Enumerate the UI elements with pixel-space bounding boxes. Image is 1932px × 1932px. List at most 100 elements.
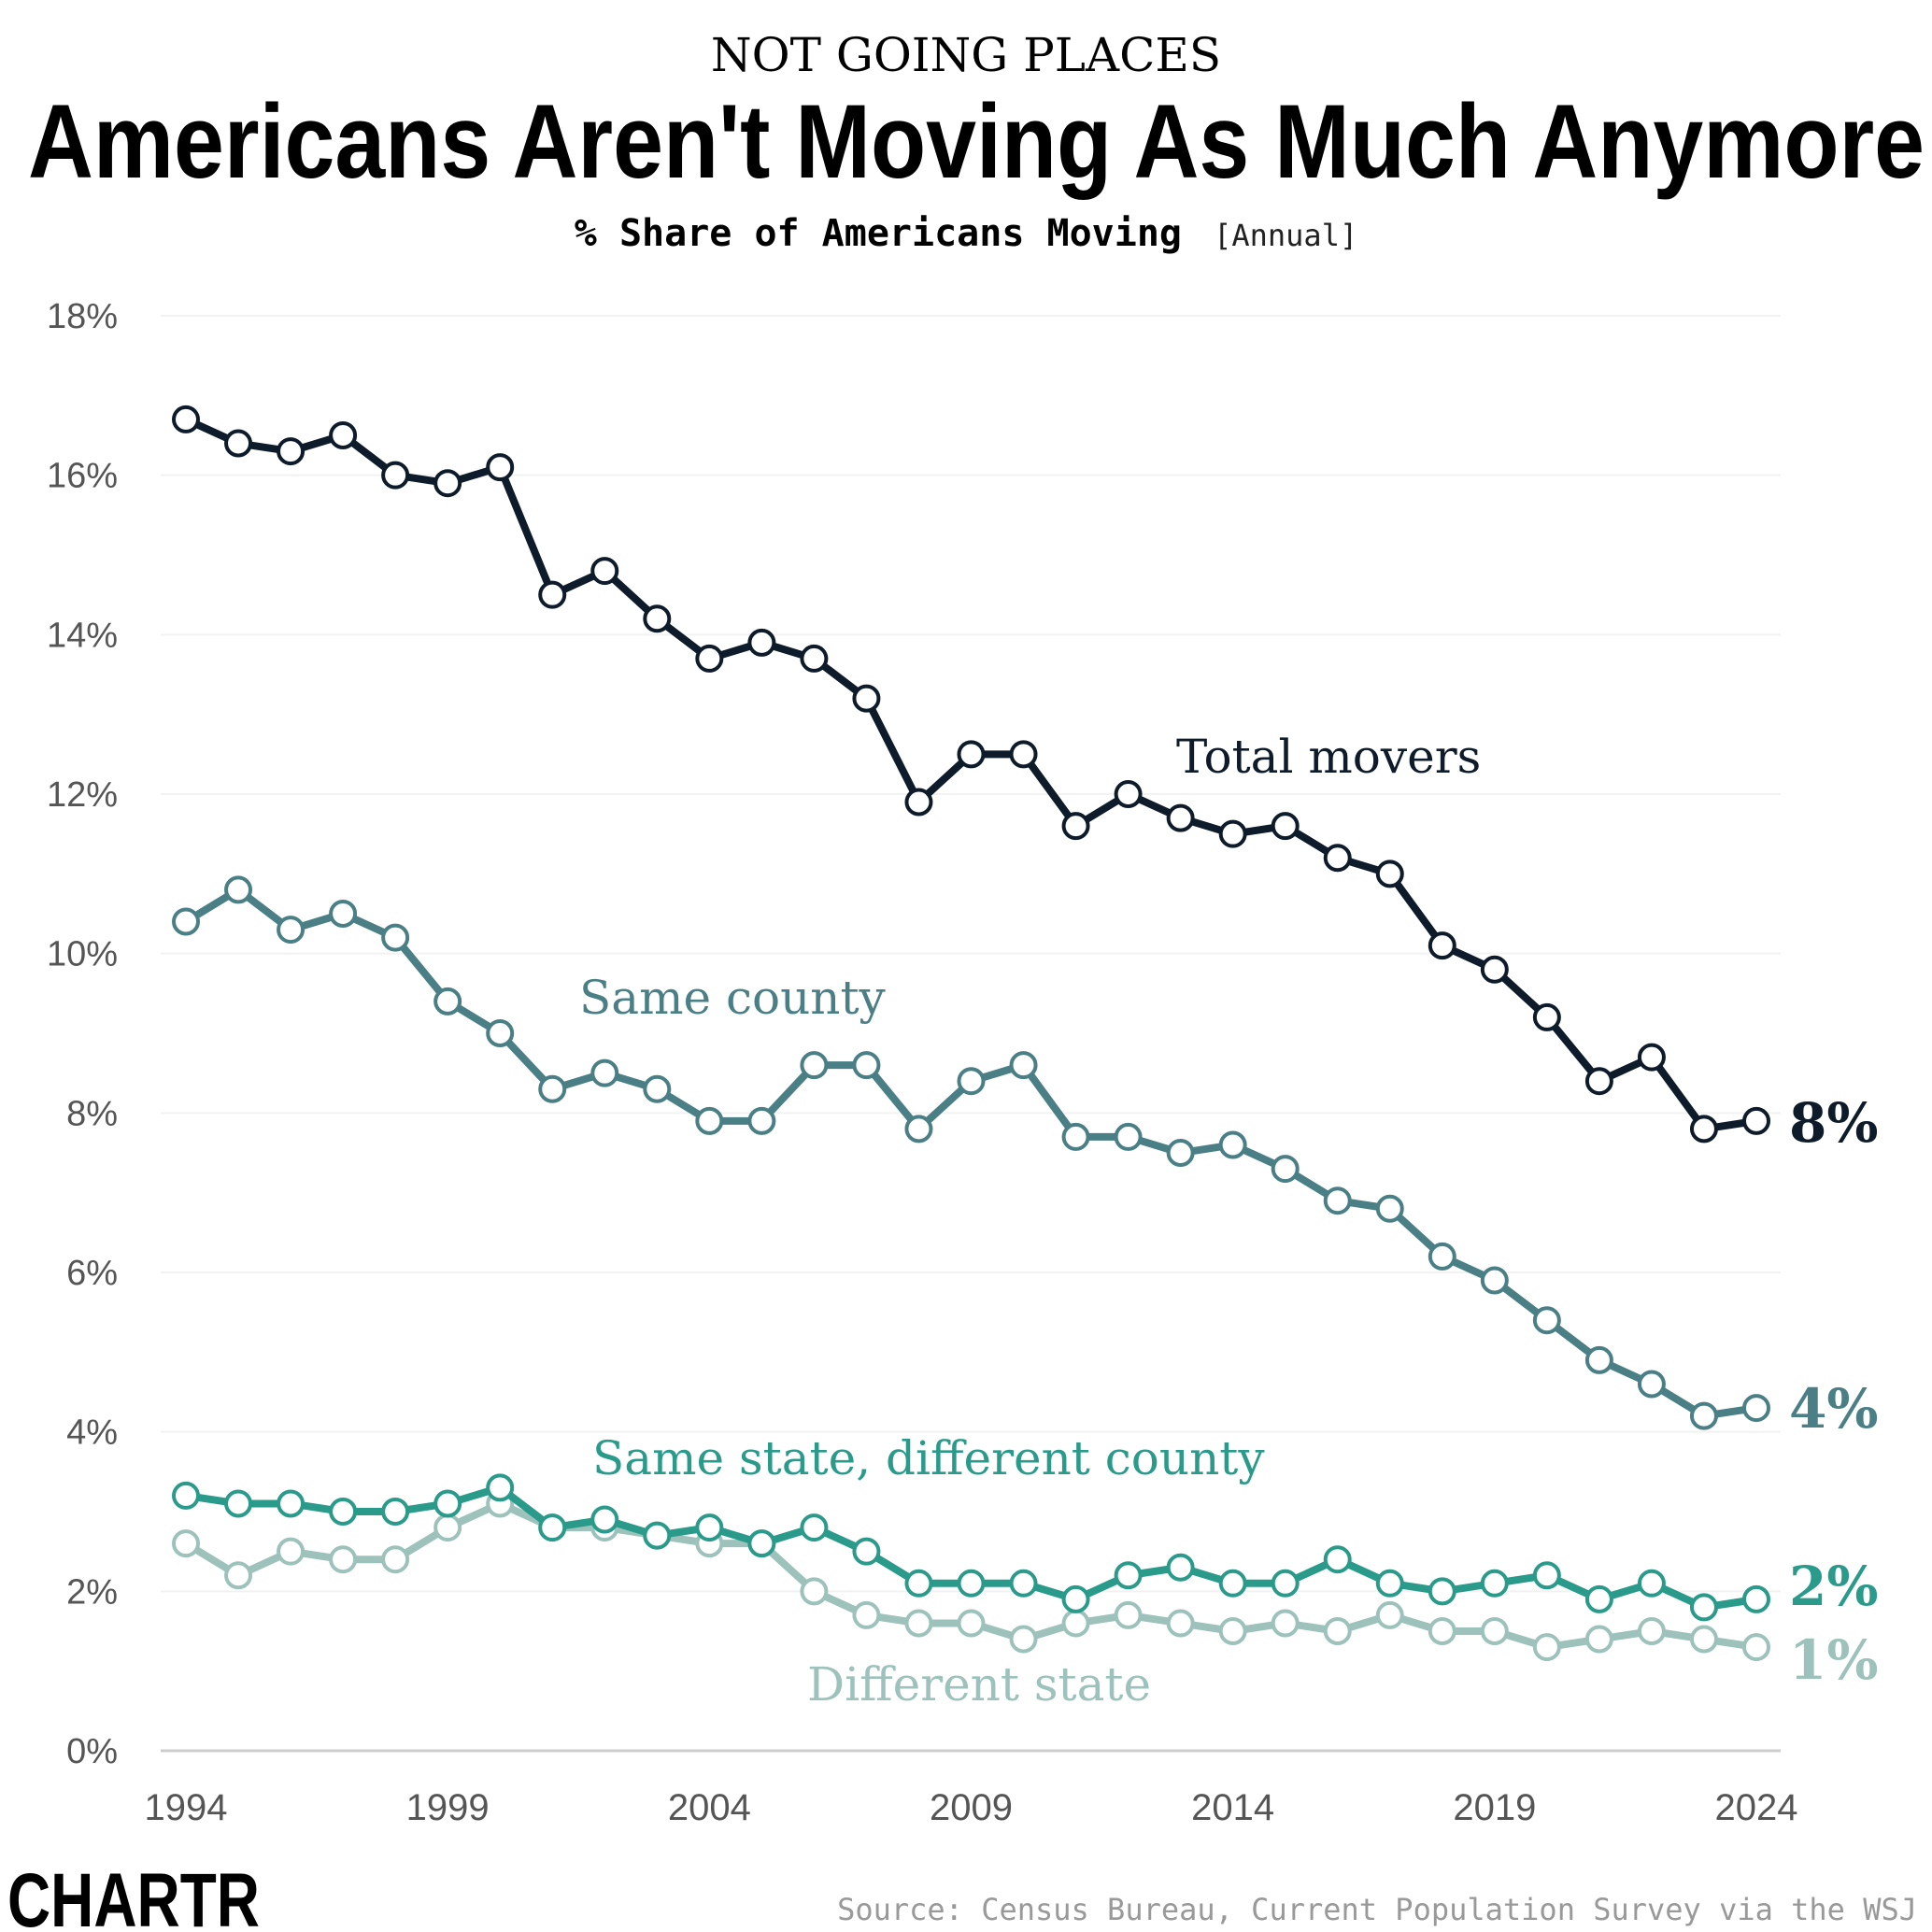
data-point [1271,1609,1300,1638]
data-point [172,907,200,936]
subtitle-note: [Annual] [1214,218,1357,253]
data-point [1532,1306,1561,1335]
data-point [433,469,462,498]
data-point [381,923,410,952]
data-point [1375,859,1404,888]
data-point [1742,1633,1770,1662]
end-label-different-state: 1% [1789,1628,1878,1692]
data-point [904,1609,933,1638]
data-point [747,1106,776,1135]
data-point [1114,780,1143,808]
data-point [1532,1002,1561,1031]
data-point [329,900,358,928]
data-point [1742,1394,1770,1423]
data-point [1061,1122,1090,1151]
data-point [1009,740,1038,769]
x-axis: 1994 1999 2004 2009 2014 2019 2024 [145,1787,1798,1828]
end-label-same-state: 2% [1789,1555,1878,1618]
series-group [172,405,1770,1662]
data-point [590,1505,619,1534]
end-label-total: 8% [1789,1091,1878,1155]
data-point [1375,1600,1404,1629]
data-point [172,1481,200,1510]
data-point [433,1513,462,1542]
data-point [224,1489,253,1518]
series-total-movers [172,405,1770,1144]
data-point [224,1561,253,1590]
data-point [1218,1569,1247,1598]
data-point [486,1473,515,1502]
x-tick-label: 2004 [668,1787,751,1828]
data-point [852,1537,881,1566]
data-point [590,1058,619,1087]
data-point [1271,1155,1300,1184]
data-point [1114,1600,1143,1629]
data-point [1114,1561,1143,1590]
data-point [381,461,410,490]
data-point [1689,1401,1718,1430]
data-point [1218,1617,1247,1645]
data-point [538,1513,567,1542]
data-point [957,1609,986,1638]
data-point [1166,1609,1195,1638]
data-point [1532,1561,1561,1590]
data-point [224,875,253,904]
data-point [277,437,305,466]
series-label-same-state: Same state, different county [592,1431,1265,1485]
y-tick-label: 14% [47,616,118,655]
data-point [1166,803,1195,832]
y-tick-label: 6% [66,1254,118,1293]
data-point [852,1600,881,1629]
data-point [277,916,305,945]
series-label-same-county: Same county [579,971,887,1025]
data-point [590,557,619,586]
series-label-total-movers: Total movers [1176,730,1481,784]
data-point [1323,1186,1352,1215]
data-point [1689,1593,1718,1622]
data-point [172,405,200,433]
data-point [538,580,567,609]
data-point [747,628,776,657]
data-point [329,1545,358,1574]
data-point [1480,1569,1509,1598]
data-point [486,453,515,482]
series-same-county [172,875,1770,1430]
y-tick-label: 18% [47,297,118,336]
data-point [486,1019,515,1047]
x-tick-label: 2024 [1715,1787,1798,1828]
data-point [1218,819,1247,848]
source-note: Source: Census Bureau, Current Populatio… [837,1892,1917,1927]
data-point [643,1074,672,1103]
data-point [1637,1370,1666,1399]
end-label-same-county: 4% [1789,1377,1878,1441]
data-point [277,1537,305,1566]
data-point [1428,931,1456,960]
data-point [1637,1569,1666,1598]
data-point [695,644,724,673]
data-point [643,1521,672,1550]
data-point [643,604,672,633]
data-point [1480,1266,1509,1295]
data-point [1480,1617,1509,1645]
data-point [1742,1106,1770,1135]
y-tick-label: 8% [66,1094,118,1133]
data-point [1271,1569,1300,1598]
data-point [852,1051,881,1080]
data-point [381,1498,410,1526]
data-point [538,1074,567,1103]
x-tick-label: 2014 [1191,1787,1274,1828]
data-point [329,421,358,449]
data-point [904,1115,933,1144]
series-line [183,886,1757,1420]
data-point [1584,1067,1613,1096]
data-point [433,987,462,1016]
data-point [1584,1625,1613,1654]
data-point [1637,1617,1666,1645]
data-point [1480,955,1509,984]
data-point [1428,1242,1456,1271]
data-point [1689,1625,1718,1654]
data-point [1428,1577,1456,1606]
data-point [957,1067,986,1096]
data-point [800,1513,829,1542]
y-tick-label: 16% [47,457,118,496]
